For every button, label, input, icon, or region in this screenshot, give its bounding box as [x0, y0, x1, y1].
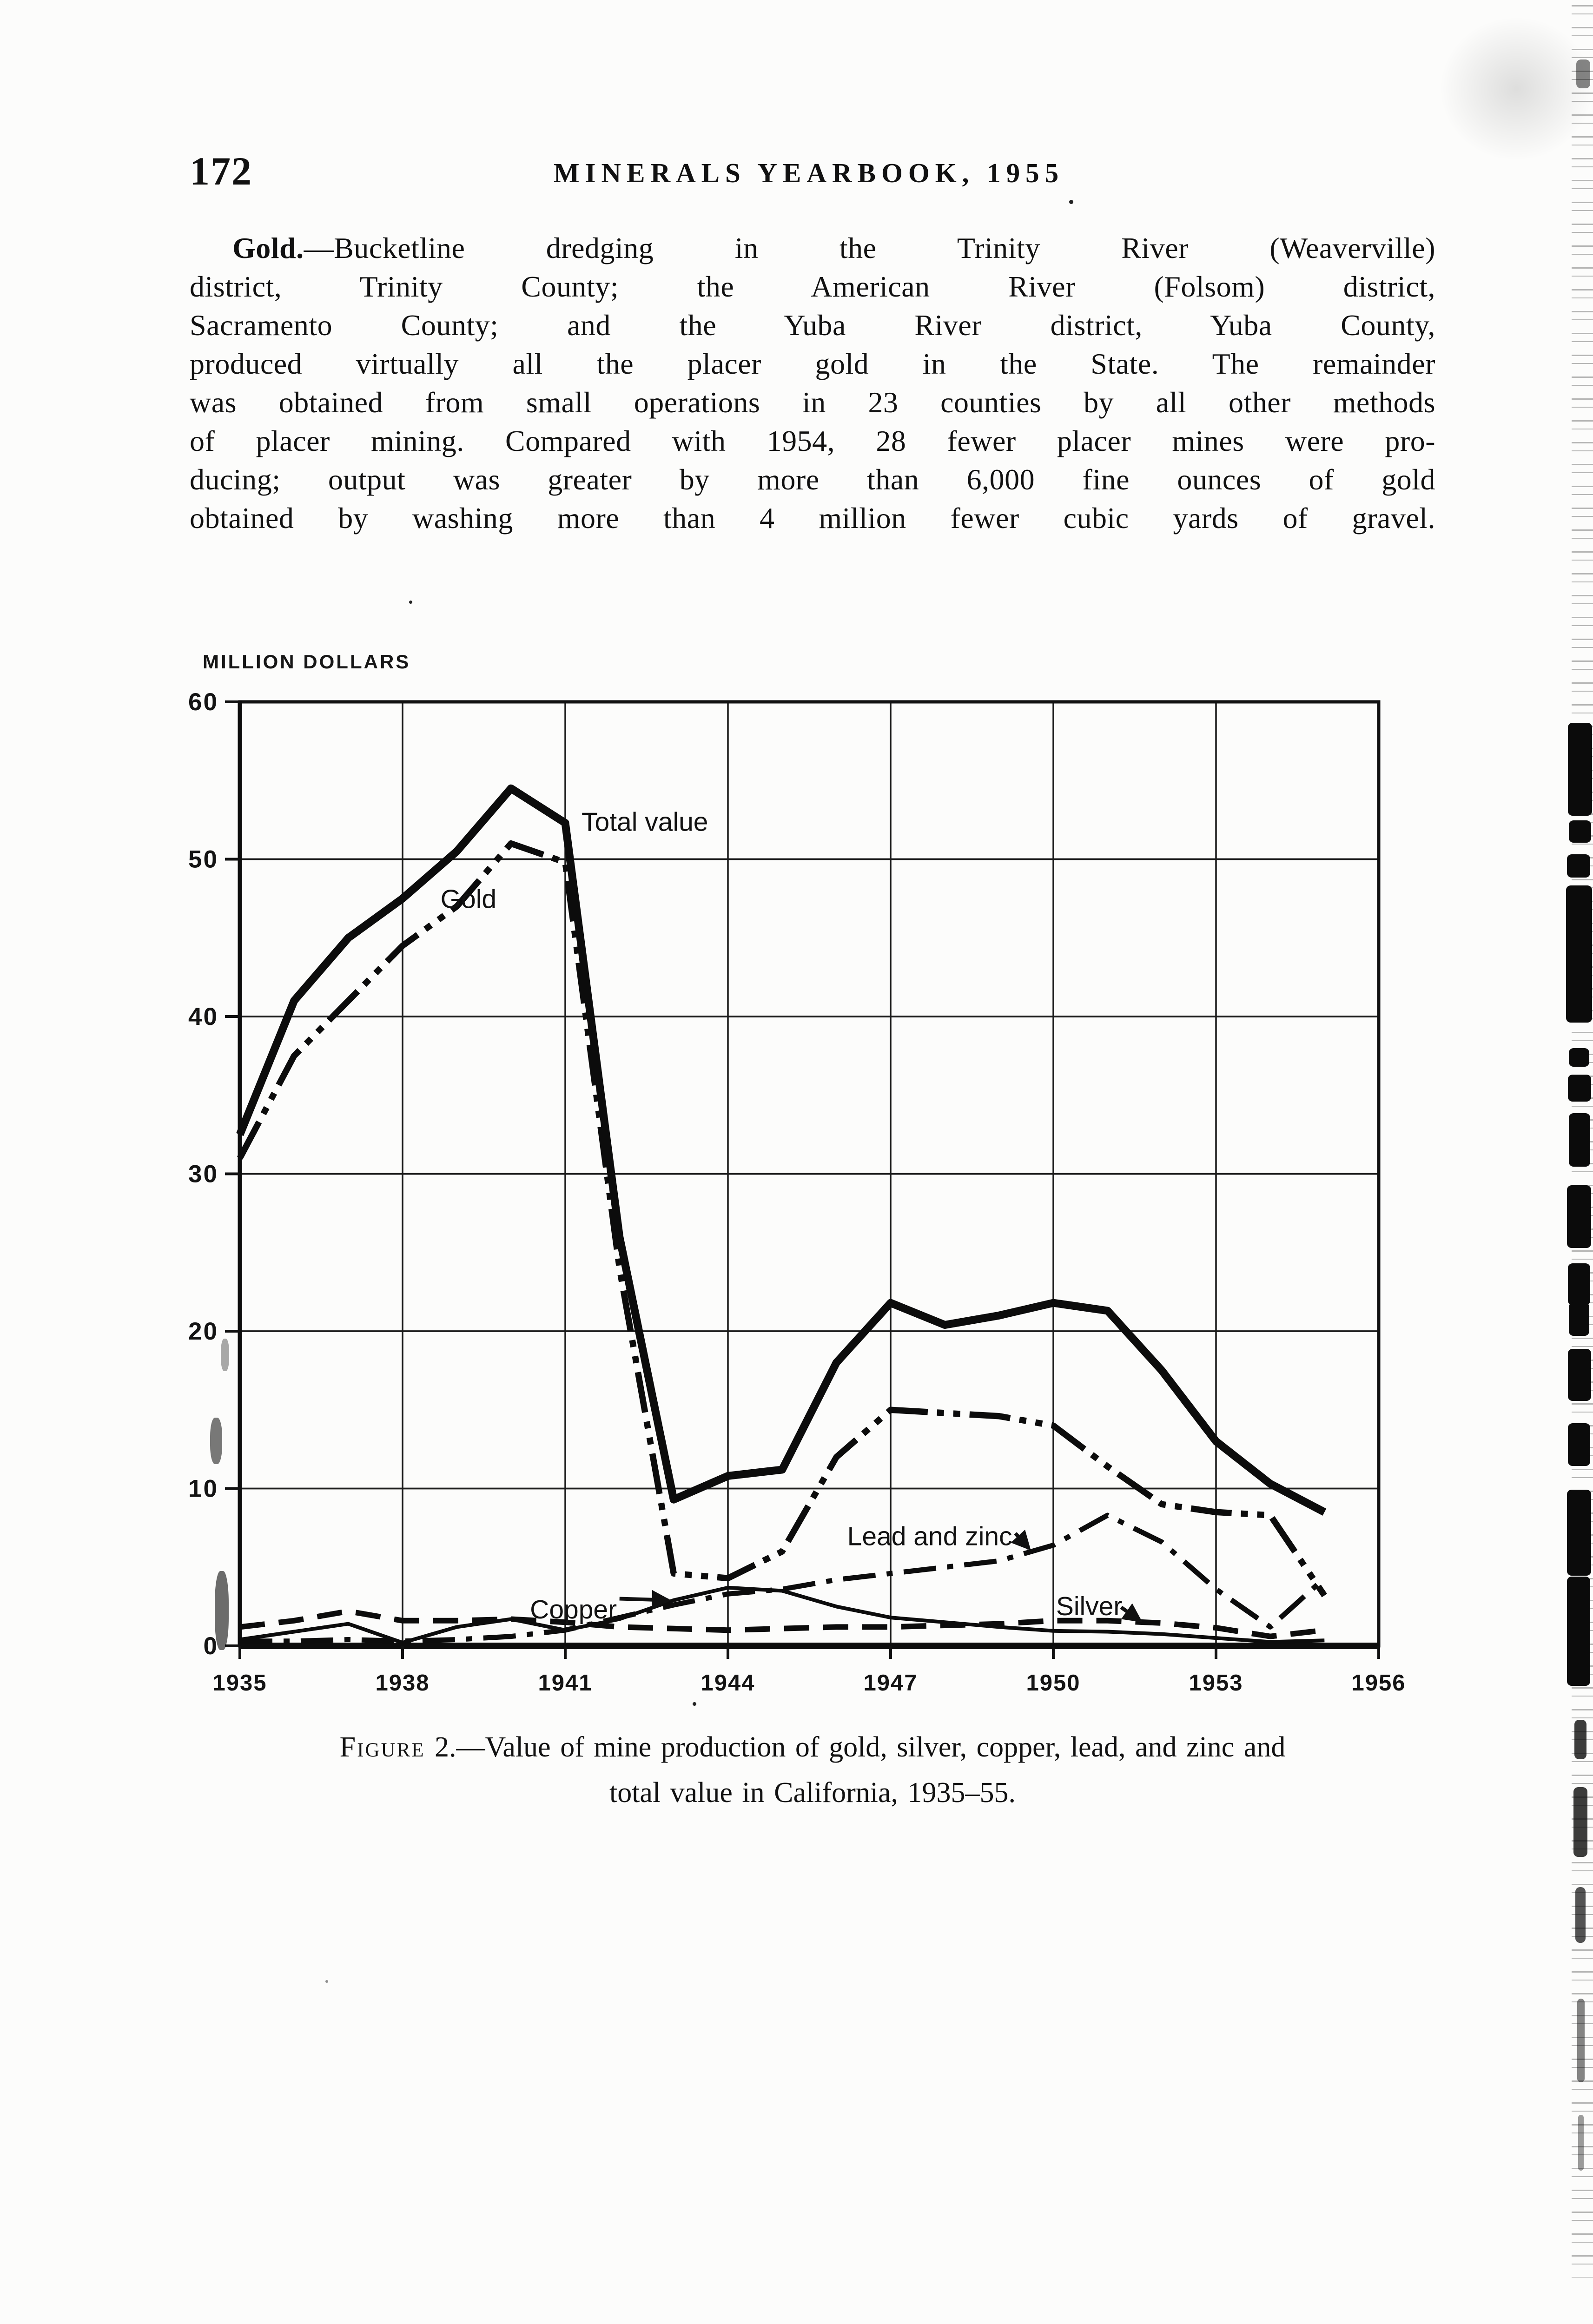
paragraph-line: was obtained from small operations in 23…: [190, 386, 1435, 419]
figure-caption-text: 2.—Value of mine production of gold, sil…: [425, 1731, 1286, 1763]
page-header-title: MINERALS YEARBOOK, 1955: [553, 158, 1064, 188]
paragraph-lead-word: Gold.: [232, 231, 304, 264]
y-tick-label: 20: [188, 1318, 218, 1345]
series-copper: [239, 1585, 1325, 1645]
series-total-value: [236, 784, 1327, 1516]
scan-smudge: [1440, 17, 1593, 161]
label-arrow: [1011, 1529, 1031, 1551]
series-silver: [239, 1608, 1325, 1639]
x-tick-label: 1953: [1189, 1670, 1243, 1696]
figure-caption: Figure 2.—Value of mine production of go…: [190, 1724, 1435, 1816]
y-tick-label: 10: [188, 1475, 218, 1503]
paragraph-line: obtained by washing more than 4 million …: [190, 502, 1435, 535]
series-label-lead-and-zinc: Lead and zinc: [847, 1521, 1012, 1551]
x-tick-label: 1935: [212, 1670, 267, 1696]
paragraph-gold: Gold.—Bucketline dredging in the Trinity…: [190, 229, 1435, 537]
series-lead-and-zinc: [240, 1512, 1326, 1644]
scan-edge-noise: [1572, 0, 1593, 2278]
grid: [239, 701, 1380, 1647]
x-tick-label: 1944: [701, 1670, 755, 1696]
y-tick-label: 0: [204, 1632, 218, 1660]
x-tick-label: 1938: [375, 1670, 430, 1696]
x-tick-label: 1950: [1026, 1670, 1080, 1696]
y-axis-tick-labels: 0 10 20 30 40 50 60: [188, 688, 218, 1660]
series-label-copper: Copper: [530, 1595, 617, 1624]
paragraph-line: Gold.—Bucketline dredging in the Trinity…: [190, 229, 1435, 267]
paragraph-line-text: —Bucketline dredging in the Trinity Rive…: [304, 231, 1435, 264]
figure-2-chart: MILLION DOLLARS 0 10 20 30 40 50 60 1935 1938 194…: [188, 651, 1405, 1696]
figure-caption-line2: total value in California, 1935–55.: [609, 1777, 1016, 1809]
paragraph-line: Sacramento County; and the Yuba River di…: [190, 309, 1435, 342]
y-tick-label: 60: [188, 688, 218, 716]
paragraph-line: ducing; output was greater by more than …: [190, 463, 1435, 496]
paragraph-line: of placer mining. Compared with 1954, 28…: [190, 424, 1435, 457]
series-gold: [237, 840, 1327, 1598]
x-tick-label: 1941: [538, 1670, 592, 1696]
page-number: 172: [190, 149, 252, 193]
y-tick-label: 30: [188, 1161, 218, 1188]
axes: [225, 700, 1381, 1659]
label-arrow: [619, 1590, 671, 1610]
series-labels: Total value Gold Copper Lead and zinc Silver: [441, 807, 1143, 1624]
paragraph-line: produced virtually all the placer gold i…: [190, 347, 1435, 380]
series-label-gold: Gold: [441, 884, 496, 914]
y-tick-label: 40: [188, 1003, 218, 1030]
series-label-silver: Silver: [1056, 1591, 1123, 1621]
label-arrow: [1120, 1603, 1143, 1623]
paragraph-line: district, Trinity County; the American R…: [190, 270, 1435, 303]
line-chart: 0 10 20 30 40 50 60 1935 1938 1941 1944 1947 1950 195…: [188, 688, 1405, 1696]
figure-label: Figure: [339, 1731, 425, 1763]
y-tick-label: 50: [188, 846, 218, 873]
y-axis-unit-label: MILLION DOLLARS: [203, 651, 411, 673]
x-axis-tick-labels: 1935 1938 1941 1944 1947 1950 1953 1956: [212, 1670, 1406, 1696]
x-tick-label: 1947: [863, 1670, 918, 1696]
x-tick-label: 1956: [1351, 1670, 1406, 1696]
series-label-total-value: Total value: [582, 807, 708, 837]
figure-caption-line1: Figure 2.—Value of mine production of go…: [190, 1724, 1435, 1770]
